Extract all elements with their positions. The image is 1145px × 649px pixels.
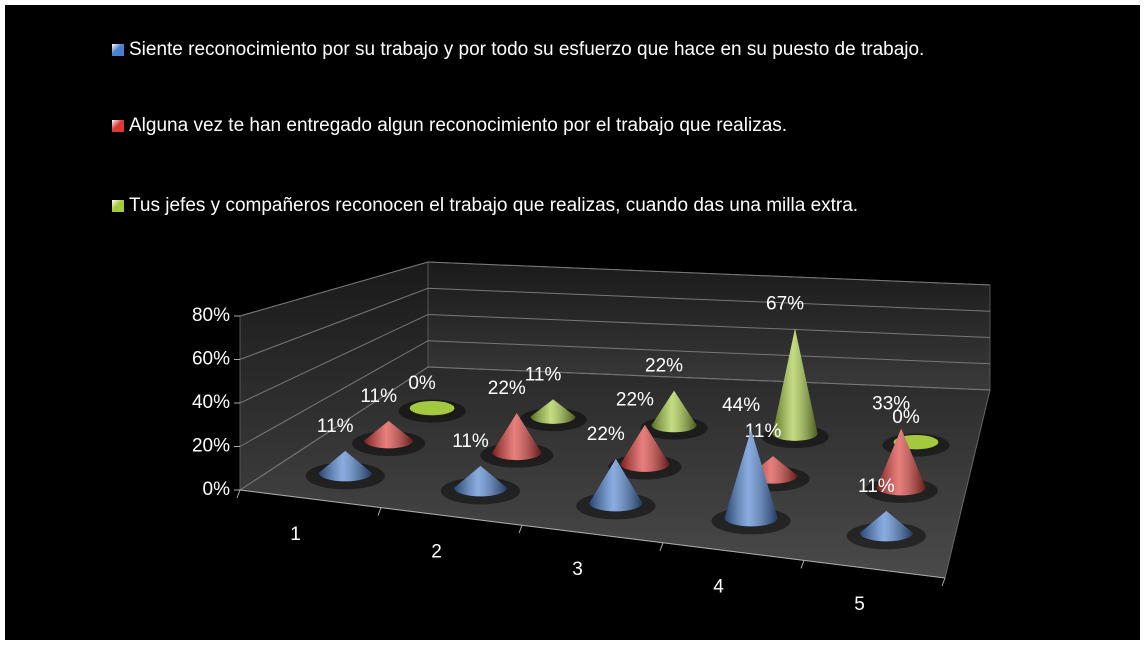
- x-tick: [236, 489, 241, 499]
- data-label: 67%: [766, 293, 804, 314]
- cone-shine: [651, 390, 697, 433]
- x-tick-label: 5: [854, 594, 865, 615]
- cone: [409, 400, 455, 416]
- y-tick-label: 80%: [192, 305, 230, 326]
- x-tick-label: 1: [290, 524, 301, 545]
- legend-swatch: [112, 120, 124, 132]
- data-label: 11%: [745, 421, 782, 442]
- x-tick: [941, 577, 946, 587]
- data-label: 0%: [892, 407, 920, 428]
- cone-shine: [530, 399, 576, 424]
- legend-entry: Tus jefes y compañeros reconocen el trab…: [112, 192, 1072, 220]
- grid-line: [239, 287, 991, 360]
- data-label: 11%: [360, 386, 397, 407]
- x-tick: [377, 507, 382, 516]
- cone-shine: [318, 450, 372, 482]
- y-tick-label: 60%: [192, 349, 230, 370]
- legend-label: Tus jefes y compañeros reconocen el trab…: [129, 195, 859, 216]
- cone-shine: [859, 510, 913, 542]
- grid-line: [239, 340, 991, 447]
- legend-swatch: [112, 44, 124, 56]
- x-tick: [518, 525, 523, 534]
- grid-line: [239, 313, 991, 404]
- x-tick: [800, 560, 805, 569]
- y-tick-label: 20%: [192, 436, 230, 457]
- data-label: 44%: [722, 395, 760, 416]
- cone-shine: [620, 424, 670, 472]
- cone-shine: [724, 429, 778, 527]
- data-label: 22%: [645, 356, 683, 377]
- cone-shine: [364, 420, 414, 449]
- data-label: 22%: [488, 378, 526, 399]
- data-label: 0%: [408, 373, 436, 394]
- cone-shine: [589, 458, 643, 512]
- x-tick-label: 3: [572, 559, 583, 580]
- cone-shine: [492, 412, 542, 461]
- grid-line: [239, 261, 991, 317]
- data-label: 11%: [317, 416, 354, 437]
- legend-label: Alguna vez te han entregado algun recono…: [129, 115, 788, 136]
- data-label: 33%: [872, 394, 910, 415]
- legend-label: Siente reconocimiento por su trabajo y p…: [129, 39, 925, 60]
- legend-entry: Siente reconocimiento por su trabajo y p…: [112, 36, 1072, 64]
- data-label: 22%: [587, 424, 625, 445]
- legend-entry: Alguna vez te han entregado algun recono…: [112, 112, 1072, 140]
- data-label: 11%: [858, 476, 895, 497]
- x-tick-label: 4: [713, 577, 724, 598]
- data-label: 11%: [452, 431, 489, 452]
- y-tick-label: 40%: [192, 392, 230, 413]
- legend-swatch: [112, 200, 124, 212]
- x-tick-label: 2: [431, 541, 442, 562]
- data-label: 11%: [525, 364, 562, 385]
- y-tick-label: 0%: [203, 479, 231, 500]
- x-tick: [659, 542, 664, 551]
- x-axis: [239, 489, 946, 579]
- cone-shine: [454, 465, 507, 497]
- data-label: 22%: [616, 390, 654, 411]
- cone-shine: [772, 328, 818, 441]
- cone-shine: [876, 428, 926, 496]
